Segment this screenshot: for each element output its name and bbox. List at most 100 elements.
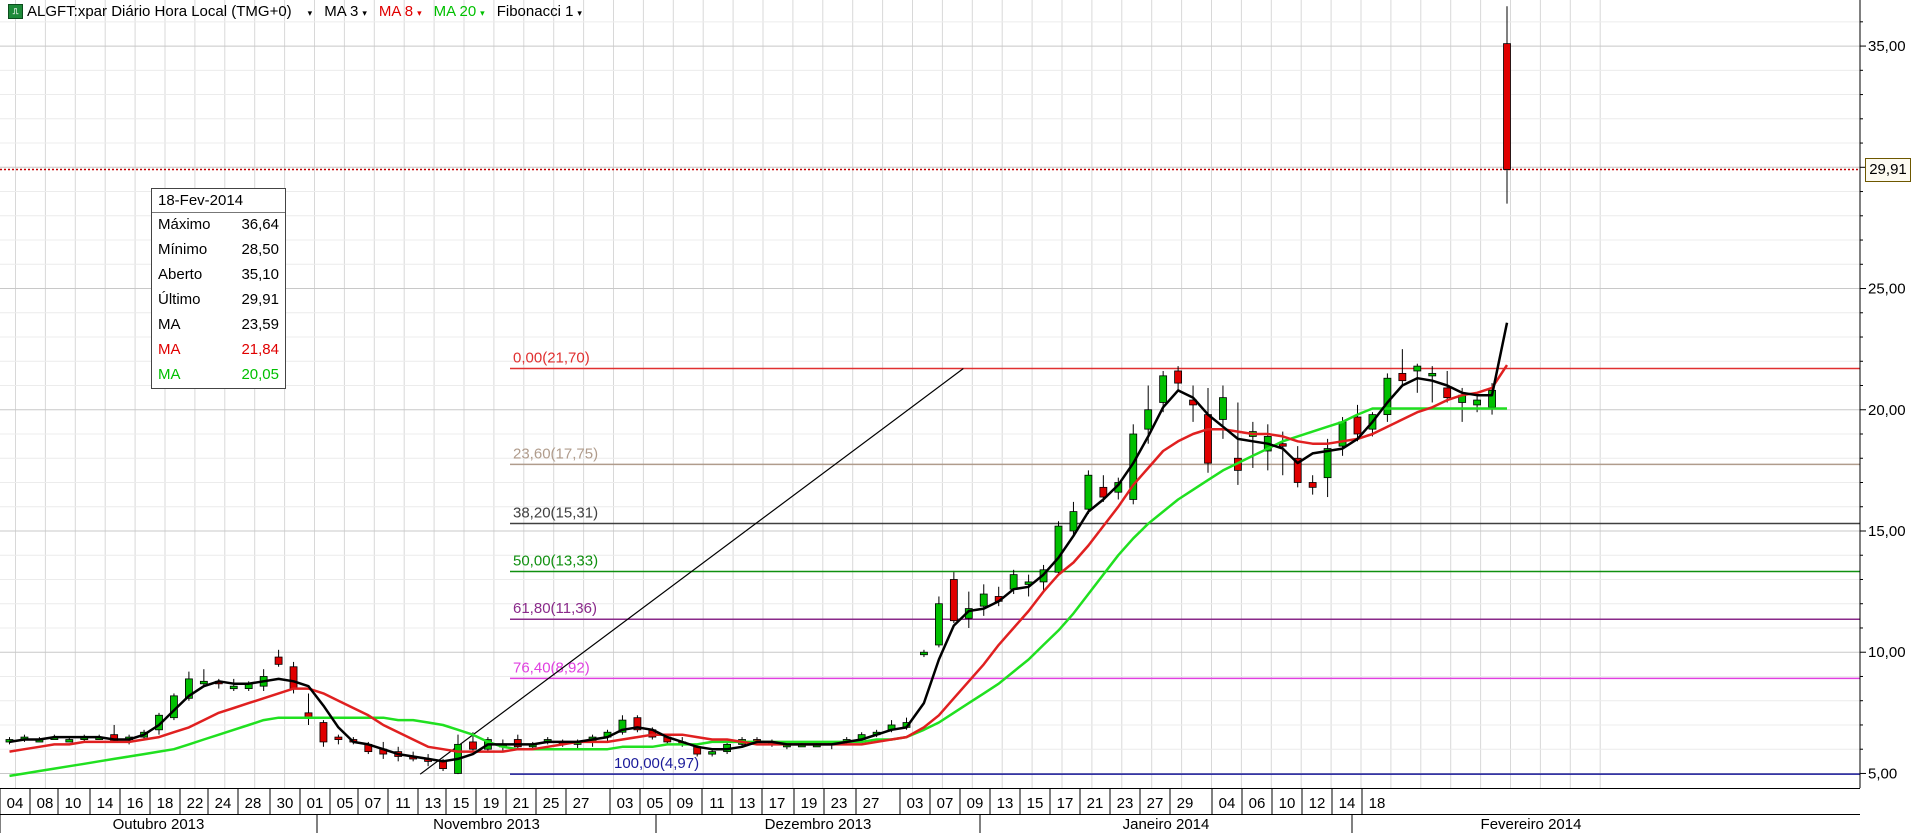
date-tick-label: 15: [1027, 795, 1044, 812]
date-tick-label: 10: [1279, 795, 1296, 812]
ma20-text: MA 20: [433, 2, 477, 20]
info-label: MA: [158, 316, 181, 333]
date-tick-label: 17: [769, 795, 786, 812]
candle-body: [1054, 525, 1063, 573]
symbol-title[interactable]: ALGFT:xpar Diário Hora Local (TMG+0): [27, 2, 292, 20]
ohlc-info-box: 18-Fev-2014 Máximo 36,64 Mínimo 28,50 Aberto…: [151, 188, 286, 389]
candle: [920, 649, 928, 658]
candle: [618, 715, 627, 735]
info-value: 21,84: [241, 341, 279, 358]
candle: [319, 720, 328, 747]
date-tick-label: 13: [739, 795, 756, 812]
candle: [513, 734, 522, 750]
date-tick-label: 28: [245, 795, 262, 812]
trendline[interactable]: [419, 368, 964, 775]
info-label: Mínimo: [158, 241, 208, 258]
candle: [1293, 446, 1302, 488]
candle-body: [469, 741, 477, 750]
candle: [1503, 6, 1511, 204]
candle-body: [199, 680, 208, 685]
candle: [949, 572, 958, 624]
candle-body: [1099, 486, 1108, 498]
date-tick-label: 27: [1147, 795, 1164, 812]
candle: [1323, 438, 1332, 498]
fib-level-label: 61,80(11,36): [513, 600, 597, 617]
info-row: Mínimo 28,50: [152, 238, 285, 263]
date-tick-label: 04: [7, 795, 24, 812]
date-tick-label: 13: [425, 795, 442, 812]
fibonacci-text: Fibonacci 1: [496, 2, 574, 20]
fib-level-label: 23,60(17,75): [513, 445, 598, 462]
candle: [633, 715, 642, 733]
date-tick-label: 19: [483, 795, 500, 812]
fib-level-label: 76,40(8,92): [513, 659, 590, 676]
chart-toolbar: ⎍ ALGFT:xpar Diário Hora Local (TMG+0) ▾…: [0, 0, 594, 22]
candle: [1278, 431, 1287, 476]
date-tick-label: 05: [337, 795, 354, 812]
ma3-label[interactable]: MA 3 ▾: [324, 3, 367, 20]
candle: [1428, 366, 1437, 403]
date-tick-label: 16: [127, 795, 144, 812]
moving-averages: [9, 322, 1509, 778]
date-tick-label: 27: [573, 795, 590, 812]
date-axis-bg: [0, 788, 1918, 833]
fibonacci-retracement[interactable]: 0,00(21,70) 23,60(17,75) 38,20(15,31) 50,00…: [510, 350, 1860, 775]
info-value: 28,50: [241, 241, 279, 258]
candle-body: [184, 678, 193, 699]
candle-body: [979, 593, 988, 607]
date-tick-label: 18: [1369, 795, 1386, 812]
ma3-line: [9, 322, 1509, 763]
candle-body: [1159, 375, 1168, 403]
candle-body: [618, 719, 627, 733]
date-tick-label: 03: [617, 795, 634, 812]
info-value: 29,91: [241, 291, 279, 308]
info-label: Aberto: [158, 266, 203, 283]
date-tick-label: 11: [395, 795, 411, 812]
candle-body: [334, 736, 343, 740]
info-row: MA 21,84: [152, 338, 285, 363]
price-tick-label: 20,00: [1868, 402, 1906, 419]
candle-body: [1353, 416, 1362, 435]
ma20-label[interactable]: MA 20 ▾: [434, 3, 485, 20]
date-tick-label: 15: [453, 795, 470, 812]
date-tick-label: 12: [1309, 795, 1326, 812]
candle-body: [935, 603, 943, 646]
candle: [454, 734, 462, 775]
price-tick-label: 25,00: [1868, 281, 1906, 298]
date-tick-label: 24: [215, 795, 232, 812]
candle-body: [1069, 511, 1078, 532]
month-label: Dezembro 2013: [765, 816, 872, 833]
chevron-down-icon: ▾: [307, 7, 313, 18]
candle-body: [65, 739, 74, 743]
info-label: MA: [158, 366, 181, 383]
candle: [1248, 421, 1257, 468]
date-tick-label: 21: [1087, 795, 1104, 812]
date-tick-label: 05: [647, 795, 664, 812]
candle-body: [633, 717, 642, 731]
date-tick-label: 04: [1219, 795, 1236, 812]
ma3-menu[interactable]: ▾: [304, 3, 313, 20]
date-tick-label: 25: [543, 795, 560, 812]
info-value: 20,05: [241, 366, 279, 383]
fibonacci-label[interactable]: Fibonacci 1 ▾: [497, 3, 582, 20]
date-tick-label: 23: [831, 795, 848, 812]
date-tick-label: 21: [513, 795, 530, 812]
candle-body: [708, 751, 717, 755]
ma8-label[interactable]: MA 8 ▾: [379, 3, 422, 20]
info-value: 35,10: [241, 266, 279, 283]
candle-body: [274, 656, 283, 665]
candle-body: [1323, 448, 1332, 479]
ma3-text: MA 3: [324, 2, 359, 20]
date-tick-label: 11: [709, 795, 725, 812]
fib-level-label: 38,20(15,31): [513, 504, 598, 521]
candle: [935, 596, 943, 648]
price-tick-label: 10,00: [1868, 644, 1906, 661]
candle: [1219, 385, 1227, 439]
price-tick-label: 15,00: [1868, 523, 1906, 540]
candle: [199, 669, 208, 687]
candles: [5, 6, 1511, 775]
info-row: Último 29,91: [152, 288, 285, 313]
fib-level-label: 0,00(21,70): [513, 350, 590, 367]
